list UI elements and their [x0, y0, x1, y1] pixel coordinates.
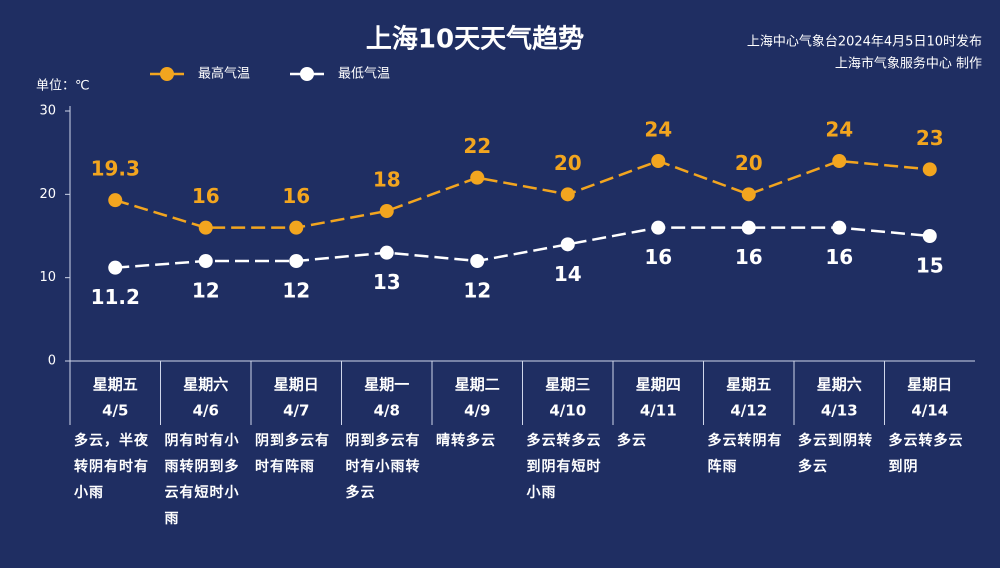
point [741, 220, 756, 235]
weekday-label: 星期五 [726, 376, 771, 394]
point [832, 154, 847, 168]
point [289, 220, 304, 235]
weekday-label: 星期六 [817, 376, 862, 394]
y-tick-label: 10 [39, 270, 56, 285]
point [922, 162, 937, 177]
weekday-label: 星期五 [93, 376, 138, 394]
data-label: 16 [825, 245, 853, 269]
weekday-label: 星期六 [183, 376, 228, 394]
weather-description: 阴有时有小雨转阴到多云有短时小雨 [164, 433, 240, 527]
line [115, 226, 930, 269]
data-label: 16 [644, 245, 672, 269]
x-tick-label: 4/11 [640, 402, 677, 420]
weekday-label: 星期日 [907, 376, 952, 394]
point [922, 229, 937, 243]
x-tick-label: 4/5 [102, 402, 128, 420]
data-label: 16 [735, 245, 763, 269]
weekday-label: 星期一 [364, 376, 409, 394]
x-tick-label: 4/7 [283, 402, 309, 420]
point [651, 220, 666, 235]
unit-label: 单位：℃ [36, 79, 90, 94]
data-label: 24 [644, 118, 672, 142]
weekday-label: 星期日 [274, 376, 319, 394]
y-tick-label: 30 [39, 104, 56, 119]
weather-description: 阴到多云有时有阵雨 [255, 433, 330, 475]
chart-title: 上海10天天气趋势 [366, 24, 584, 55]
weather-description: 多云 [617, 433, 647, 449]
data-label: 16 [282, 184, 310, 208]
x-tick-label: 4/12 [730, 402, 767, 420]
line [114, 159, 930, 229]
point [289, 254, 304, 268]
point [108, 260, 123, 275]
data-label: 12 [282, 279, 310, 303]
data-label: 13 [373, 270, 401, 294]
x-tick-label: 4/8 [374, 402, 400, 420]
point [560, 187, 575, 202]
point [198, 254, 213, 268]
legend-marker [160, 67, 174, 81]
x-tick-label: 4/13 [821, 402, 858, 420]
source: 上海中心气象台2024年4月5日10时发布 [747, 34, 982, 50]
data-label: 23 [916, 126, 944, 150]
data-label: 20 [554, 151, 582, 175]
weekday-label: 星期二 [455, 376, 500, 394]
x-tick-label: 4/10 [549, 402, 586, 420]
x-tick-label: 4/14 [911, 402, 948, 420]
y-tick-label: 0 [48, 354, 56, 369]
point [108, 193, 123, 208]
legend-label: 最低气温 [338, 66, 390, 82]
point [198, 220, 213, 235]
data-label: 16 [192, 184, 220, 208]
weather-description: 多云到阴转多云 [798, 433, 873, 475]
point [470, 170, 485, 185]
point [651, 154, 666, 168]
source: 上海市气象服务中心 制作 [835, 56, 982, 72]
x-tick-label: 4/6 [193, 402, 219, 420]
data-label: 18 [373, 168, 401, 192]
weather-description: 阴到多云有时有小雨转多云 [345, 433, 421, 501]
data-label: 12 [192, 279, 220, 303]
weekday-label: 星期四 [636, 376, 681, 394]
weather-description: 多云转多云到阴有短时小雨 [526, 433, 602, 501]
data-label: 19.3 [91, 157, 140, 181]
x-tick-label: 4/9 [464, 402, 490, 420]
data-label: 15 [916, 254, 944, 278]
weather-description: 晴转多云 [436, 433, 496, 449]
legend-marker [300, 67, 314, 81]
weather-description: 多云转阴有阵雨 [707, 433, 783, 475]
data-label: 12 [463, 279, 491, 303]
point [379, 245, 394, 260]
y-tick-label: 20 [39, 187, 56, 202]
data-label: 24 [825, 118, 853, 142]
data-label: 11.2 [91, 285, 140, 309]
weekday-label: 星期三 [545, 376, 590, 394]
weather-description: 多云，半夜转阴有时有小雨 [74, 433, 149, 501]
data-label: 20 [735, 151, 763, 175]
point [560, 237, 575, 252]
data-label: 22 [463, 134, 491, 158]
point [832, 220, 847, 235]
weather-description: 多云转多云到阴 [888, 433, 964, 475]
data-label: 14 [554, 262, 582, 286]
point [741, 187, 756, 202]
point [470, 254, 485, 268]
point [379, 204, 394, 218]
legend-label: 最高气温 [198, 66, 250, 82]
